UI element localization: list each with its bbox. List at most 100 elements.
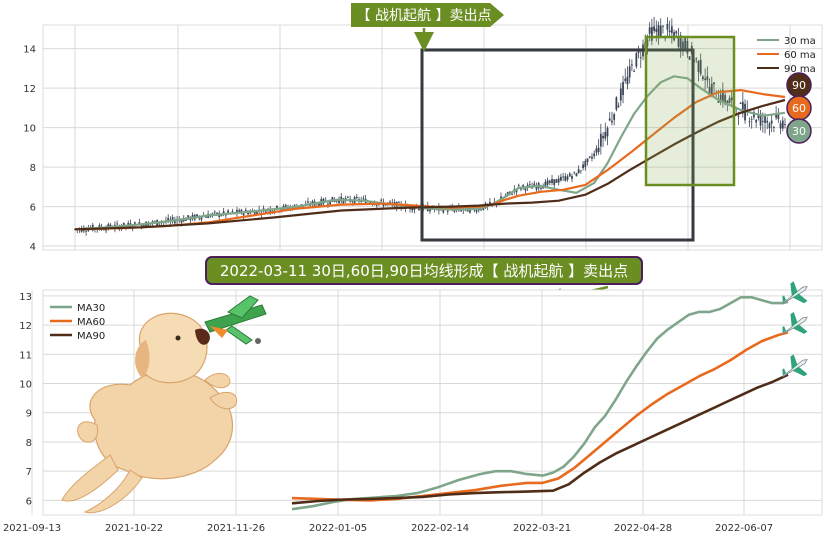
candle-body bbox=[635, 53, 638, 67]
candle-body bbox=[706, 76, 709, 81]
candle-body bbox=[262, 207, 265, 209]
candle-body bbox=[380, 199, 383, 201]
candle-body bbox=[167, 217, 170, 222]
candle-body bbox=[557, 178, 560, 183]
bottom-y-tick-label: 8 bbox=[26, 438, 32, 449]
dog-tail bbox=[77, 421, 99, 443]
candle-body bbox=[604, 132, 607, 139]
candle-body bbox=[626, 76, 629, 85]
candle-body bbox=[584, 160, 587, 167]
top-y-axis: 4 6 8 10 12 14 bbox=[23, 45, 36, 253]
bottom-ma-lines bbox=[291, 296, 789, 511]
candle-body bbox=[102, 229, 105, 231]
candle-body bbox=[560, 176, 562, 181]
candle-body bbox=[187, 215, 190, 219]
badge-30 bbox=[786, 118, 812, 144]
candle-body bbox=[524, 188, 527, 191]
candle-body bbox=[362, 198, 365, 200]
candle-body bbox=[116, 223, 119, 225]
candle-body bbox=[591, 156, 593, 159]
candle-body bbox=[127, 222, 130, 226]
bottom-x-tick-label: 2021-11-26 bbox=[207, 523, 265, 534]
toy-plane-icon bbox=[204, 295, 267, 345]
banner-shape bbox=[351, 3, 504, 27]
candle-body bbox=[196, 214, 198, 217]
candle-body bbox=[500, 196, 502, 200]
candle-body bbox=[351, 201, 354, 202]
candle-body bbox=[670, 26, 673, 34]
candle-body bbox=[244, 209, 247, 212]
candle-body bbox=[761, 121, 764, 123]
candle-body bbox=[688, 56, 691, 60]
candle-body bbox=[597, 147, 600, 152]
candle-body bbox=[564, 176, 567, 181]
candle-body bbox=[622, 81, 624, 96]
candle-body bbox=[347, 196, 349, 198]
candle-body bbox=[684, 38, 687, 49]
candle-body bbox=[775, 114, 778, 118]
candle-body bbox=[595, 148, 598, 153]
bottom-y-tick-label: 7 bbox=[26, 467, 32, 478]
candle-body bbox=[766, 120, 769, 123]
candle-body bbox=[398, 202, 400, 203]
candle-body bbox=[695, 58, 698, 60]
bottom-x-tick-label: 2022-06-07 bbox=[715, 523, 773, 534]
candle-body bbox=[562, 176, 565, 178]
candle-body bbox=[515, 189, 518, 193]
candle-body bbox=[522, 184, 525, 187]
dog-mouth bbox=[195, 328, 210, 345]
candle-body bbox=[418, 208, 420, 211]
sell-zone-box bbox=[644, 35, 736, 187]
candle-body bbox=[548, 180, 551, 183]
candle-body bbox=[653, 26, 655, 31]
candle-body bbox=[242, 213, 245, 216]
candle-body bbox=[231, 211, 234, 212]
candle-body bbox=[781, 120, 784, 129]
candle-body bbox=[253, 211, 256, 215]
candle-body bbox=[613, 114, 616, 120]
candle-body bbox=[140, 224, 143, 228]
candle-body bbox=[318, 203, 320, 206]
trend-frame-box bbox=[420, 48, 695, 242]
candle-body bbox=[293, 204, 296, 206]
plane-tail bbox=[782, 326, 787, 334]
candle-body bbox=[675, 31, 678, 34]
plane-wing bbox=[792, 366, 808, 377]
bottom-x-axis: 2021-09-13 2021-10-22 2021-11-26 2022-01-05… bbox=[3, 523, 773, 534]
candle-body bbox=[442, 210, 445, 213]
candle-body bbox=[637, 51, 640, 53]
candle-body bbox=[779, 123, 782, 129]
candle-body bbox=[615, 97, 618, 110]
candle-body bbox=[784, 124, 786, 125]
top-legend: 30 ma 60 ma 90 ma bbox=[757, 36, 816, 75]
candle-body bbox=[599, 133, 602, 147]
candle-body bbox=[173, 220, 176, 224]
candle-body bbox=[571, 176, 573, 179]
middle-annotation: 2022-03-11 30日,60日,90日均线形成【 战机起航 】卖出点 bbox=[205, 256, 643, 308]
candle-body bbox=[413, 208, 416, 210]
annotation-text: 2022-03-11 30日,60日,90日均线形成【 战机起航 】卖出点 bbox=[220, 262, 628, 280]
candle-body bbox=[611, 120, 613, 123]
candle-body bbox=[741, 101, 744, 114]
ma90-line bbox=[291, 373, 789, 505]
dog-ear bbox=[135, 340, 150, 378]
candle-body bbox=[309, 205, 312, 206]
candle-body bbox=[719, 94, 722, 103]
candle-body bbox=[770, 120, 773, 124]
candle-body bbox=[624, 78, 627, 81]
candle-body bbox=[633, 71, 636, 72]
bottom-y-tick-label: 11 bbox=[19, 350, 32, 361]
candle-body bbox=[666, 23, 669, 30]
ma90-line-top bbox=[74, 98, 786, 231]
candle-body bbox=[338, 199, 340, 204]
banner-text: 【 战机起航 】卖出点 bbox=[357, 8, 492, 24]
ma60-line-top bbox=[74, 89, 786, 231]
candle-body bbox=[577, 169, 580, 174]
candle-body bbox=[200, 217, 203, 220]
candle-body bbox=[528, 184, 531, 185]
candle-body bbox=[546, 180, 549, 185]
plane-icon bbox=[782, 354, 808, 378]
candle-body bbox=[668, 30, 671, 33]
candle-body bbox=[753, 111, 755, 118]
